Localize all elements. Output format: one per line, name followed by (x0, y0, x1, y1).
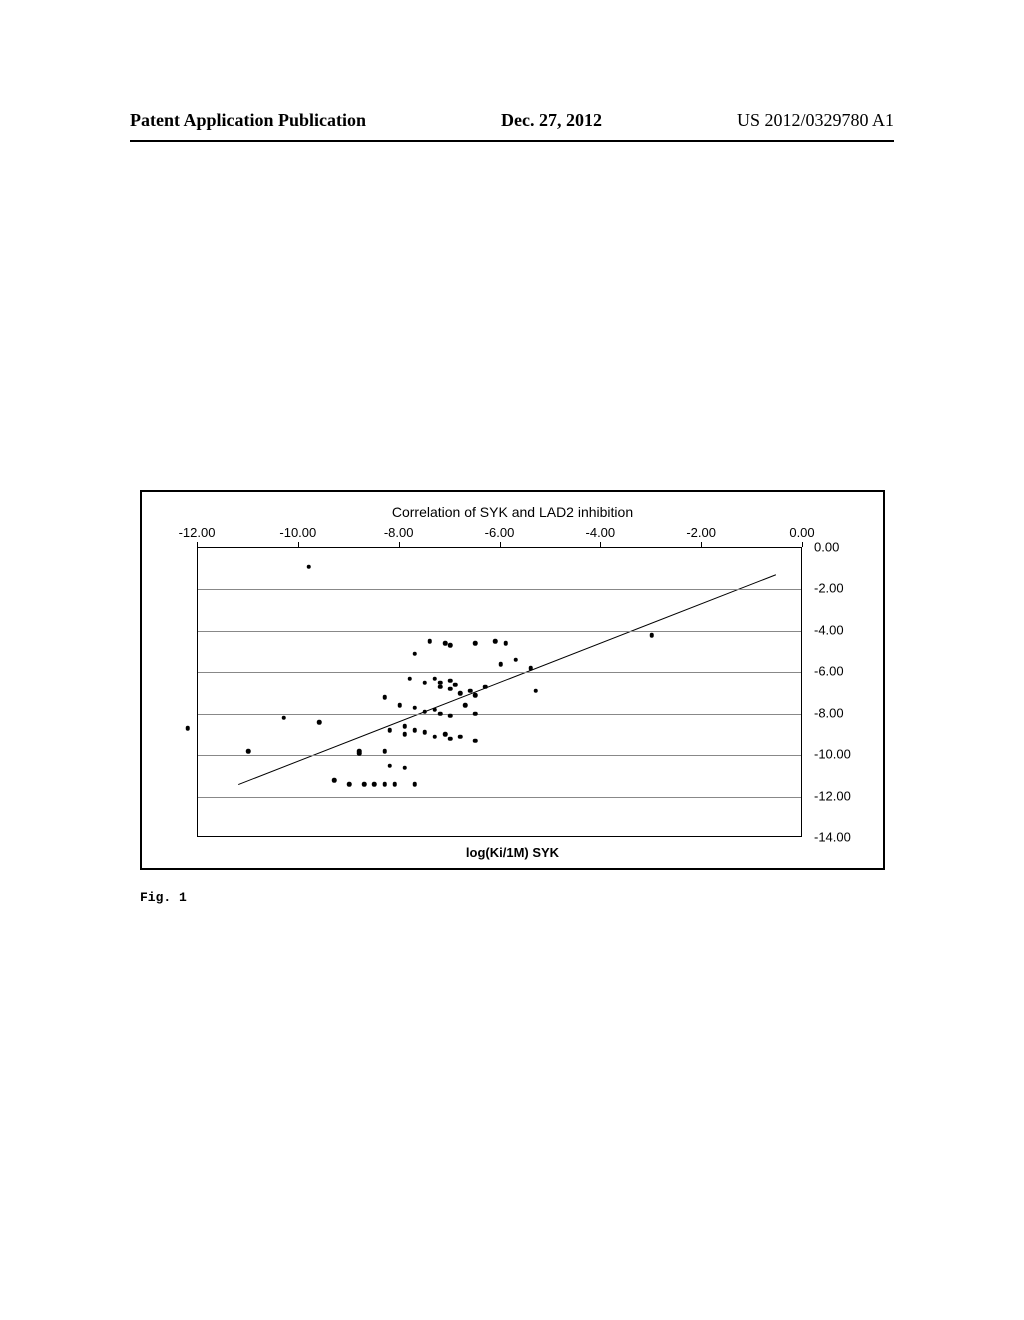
scatter-point (408, 676, 413, 681)
x-tick-label: -4.00 (586, 525, 616, 540)
scatter-point (357, 751, 362, 756)
scatter-point (413, 651, 418, 656)
scatter-point (443, 732, 448, 737)
x-tick-label: -8.00 (384, 525, 414, 540)
scatter-point (463, 703, 468, 708)
scatter-point (362, 782, 367, 787)
scatter-point (347, 782, 352, 787)
page-header: Patent Application Publication Dec. 27, … (0, 110, 1024, 131)
scatter-point (433, 707, 438, 712)
scatter-point (473, 693, 478, 698)
scatter-point (448, 643, 453, 648)
y-tick-label: -4.00 (814, 622, 844, 637)
scatter-point (402, 724, 407, 729)
scatter-point (397, 703, 402, 708)
scatter-point (428, 639, 433, 644)
scatter-point (413, 705, 418, 710)
scatter-point (382, 782, 387, 787)
scatter-point (413, 782, 418, 787)
x-tick (701, 542, 702, 547)
x-tick (298, 542, 299, 547)
y-tick-label: -10.00 (814, 747, 851, 762)
gridline-h (198, 672, 801, 673)
x-tick (600, 542, 601, 547)
scatter-point (468, 689, 473, 694)
gridline-h (198, 714, 801, 715)
scatter-point (438, 685, 443, 690)
scatter-point (448, 714, 453, 719)
x-axis-label: log(Ki/1M) SYK (142, 845, 883, 860)
gridline-h (198, 797, 801, 798)
header-publication: Patent Application Publication (130, 110, 366, 131)
scatter-point (443, 641, 448, 646)
scatter-point (413, 728, 418, 733)
scatter-point (317, 720, 322, 725)
scatter-point (423, 709, 428, 714)
scatter-point (332, 778, 337, 783)
scatter-point (458, 734, 463, 739)
scatter-point (387, 728, 392, 733)
scatter-point (473, 641, 478, 646)
gridline-h (198, 631, 801, 632)
x-tick (802, 542, 803, 547)
scatter-point (529, 666, 534, 671)
scatter-point (382, 749, 387, 754)
x-tick-label: -6.00 (485, 525, 515, 540)
gridline-h (198, 755, 801, 756)
scatter-point (246, 749, 251, 754)
y-tick-label: -8.00 (814, 705, 844, 720)
scatter-point (534, 689, 539, 694)
scatter-point (307, 564, 312, 569)
header-date: Dec. 27, 2012 (501, 110, 602, 131)
scatter-point (448, 687, 453, 692)
scatter-point (281, 716, 286, 721)
scatter-point (473, 738, 478, 743)
scatter-point (650, 633, 655, 638)
header-pubno: US 2012/0329780 A1 (737, 110, 894, 131)
scatter-point (453, 682, 458, 687)
x-tick (197, 542, 198, 547)
y-tick-label: -12.00 (814, 788, 851, 803)
scatter-point (448, 678, 453, 683)
x-tick-label: 0.00 (789, 525, 814, 540)
plot-area (197, 547, 802, 837)
y-tick-label: -2.00 (814, 581, 844, 596)
scatter-point (186, 726, 191, 731)
scatter-point (423, 730, 428, 735)
scatter-point (433, 734, 438, 739)
figure-caption: Fig. 1 (140, 890, 187, 905)
scatter-point (503, 641, 508, 646)
x-tick (399, 542, 400, 547)
gridline-h (198, 589, 801, 590)
x-tick-label: -12.00 (179, 525, 216, 540)
scatter-point (448, 736, 453, 741)
figure-frame: Correlation of SYK and LAD2 inhibition l… (140, 490, 885, 870)
scatter-point (473, 711, 478, 716)
scatter-point (402, 732, 407, 737)
scatter-point (387, 763, 392, 768)
y-tick-label: 0.00 (814, 540, 839, 555)
scatter-point (402, 765, 407, 770)
header-divider (130, 140, 894, 142)
scatter-point (423, 680, 428, 685)
chart-title: Correlation of SYK and LAD2 inhibition (142, 504, 883, 520)
y-tick-label: -14.00 (814, 830, 851, 845)
x-tick-label: -2.00 (686, 525, 716, 540)
scatter-point (382, 695, 387, 700)
scatter-point (513, 658, 518, 663)
x-tick (500, 542, 501, 547)
scatter-point (433, 676, 438, 681)
scatter-point (438, 711, 443, 716)
scatter-point (372, 782, 377, 787)
scatter-point (458, 691, 463, 696)
scatter-point (498, 662, 503, 667)
y-tick-label: -6.00 (814, 664, 844, 679)
trend-line (198, 548, 801, 836)
x-tick-label: -10.00 (279, 525, 316, 540)
scatter-point (392, 782, 397, 787)
scatter-point (493, 639, 498, 644)
scatter-point (483, 685, 488, 690)
